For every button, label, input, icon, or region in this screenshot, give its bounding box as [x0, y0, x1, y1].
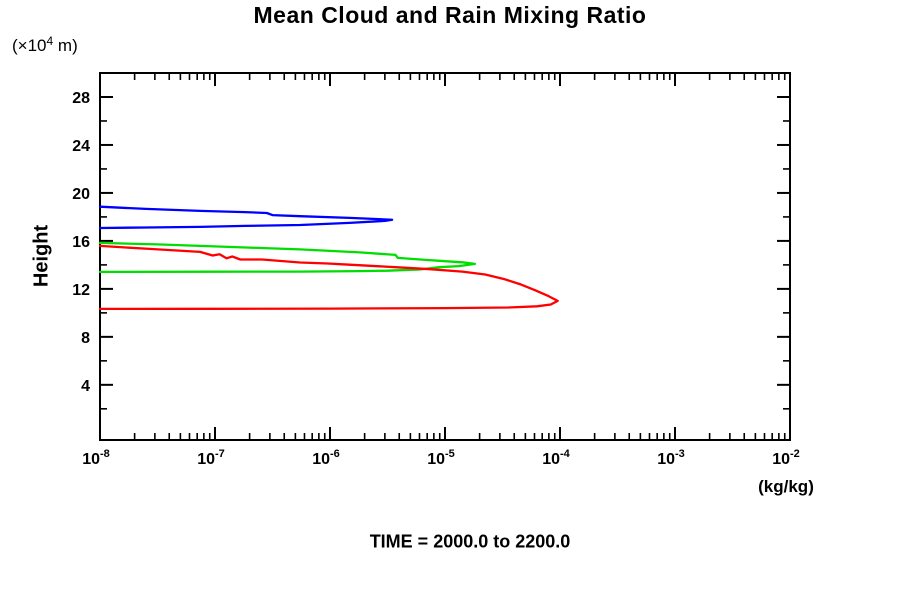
x-axis-unit-label: (kg/kg) — [758, 477, 814, 496]
series-blue-line — [98, 205, 394, 230]
x-tick-label: 10-8 — [82, 448, 110, 468]
series-green-line — [98, 241, 477, 274]
y-tick-label: 20 — [72, 186, 90, 203]
y-unit-suffix: m) — [53, 36, 78, 55]
x-tick-label: 10-6 — [312, 448, 340, 468]
y-tick-label: 24 — [72, 138, 90, 155]
y-tick-label: 12 — [72, 282, 90, 299]
y-tick-label: 16 — [72, 234, 90, 251]
x-tick-label: 10-2 — [772, 448, 800, 468]
series-red-line — [98, 244, 559, 311]
x-tick-label: 10-5 — [427, 448, 455, 468]
y-unit-prefix: (×10 — [12, 36, 47, 55]
x-tick-label: 10-7 — [197, 448, 225, 468]
y-tick-label: 4 — [81, 378, 90, 395]
x-tick-label: 10-3 — [657, 448, 685, 468]
time-range-caption: TIME = 2000.0 to 2200.0 — [369, 531, 571, 552]
x-tick-label: 10-4 — [542, 448, 570, 468]
chart-title: Mean Cloud and Rain Mixing Ratio — [253, 2, 647, 28]
y-unit-exponent: 4 — [46, 34, 54, 48]
plot-frame — [99, 72, 791, 441]
y-axis-unit-label: (×104 m) — [12, 34, 78, 56]
y-tick-label: 8 — [81, 330, 90, 347]
y-tick-label: 28 — [72, 90, 90, 107]
